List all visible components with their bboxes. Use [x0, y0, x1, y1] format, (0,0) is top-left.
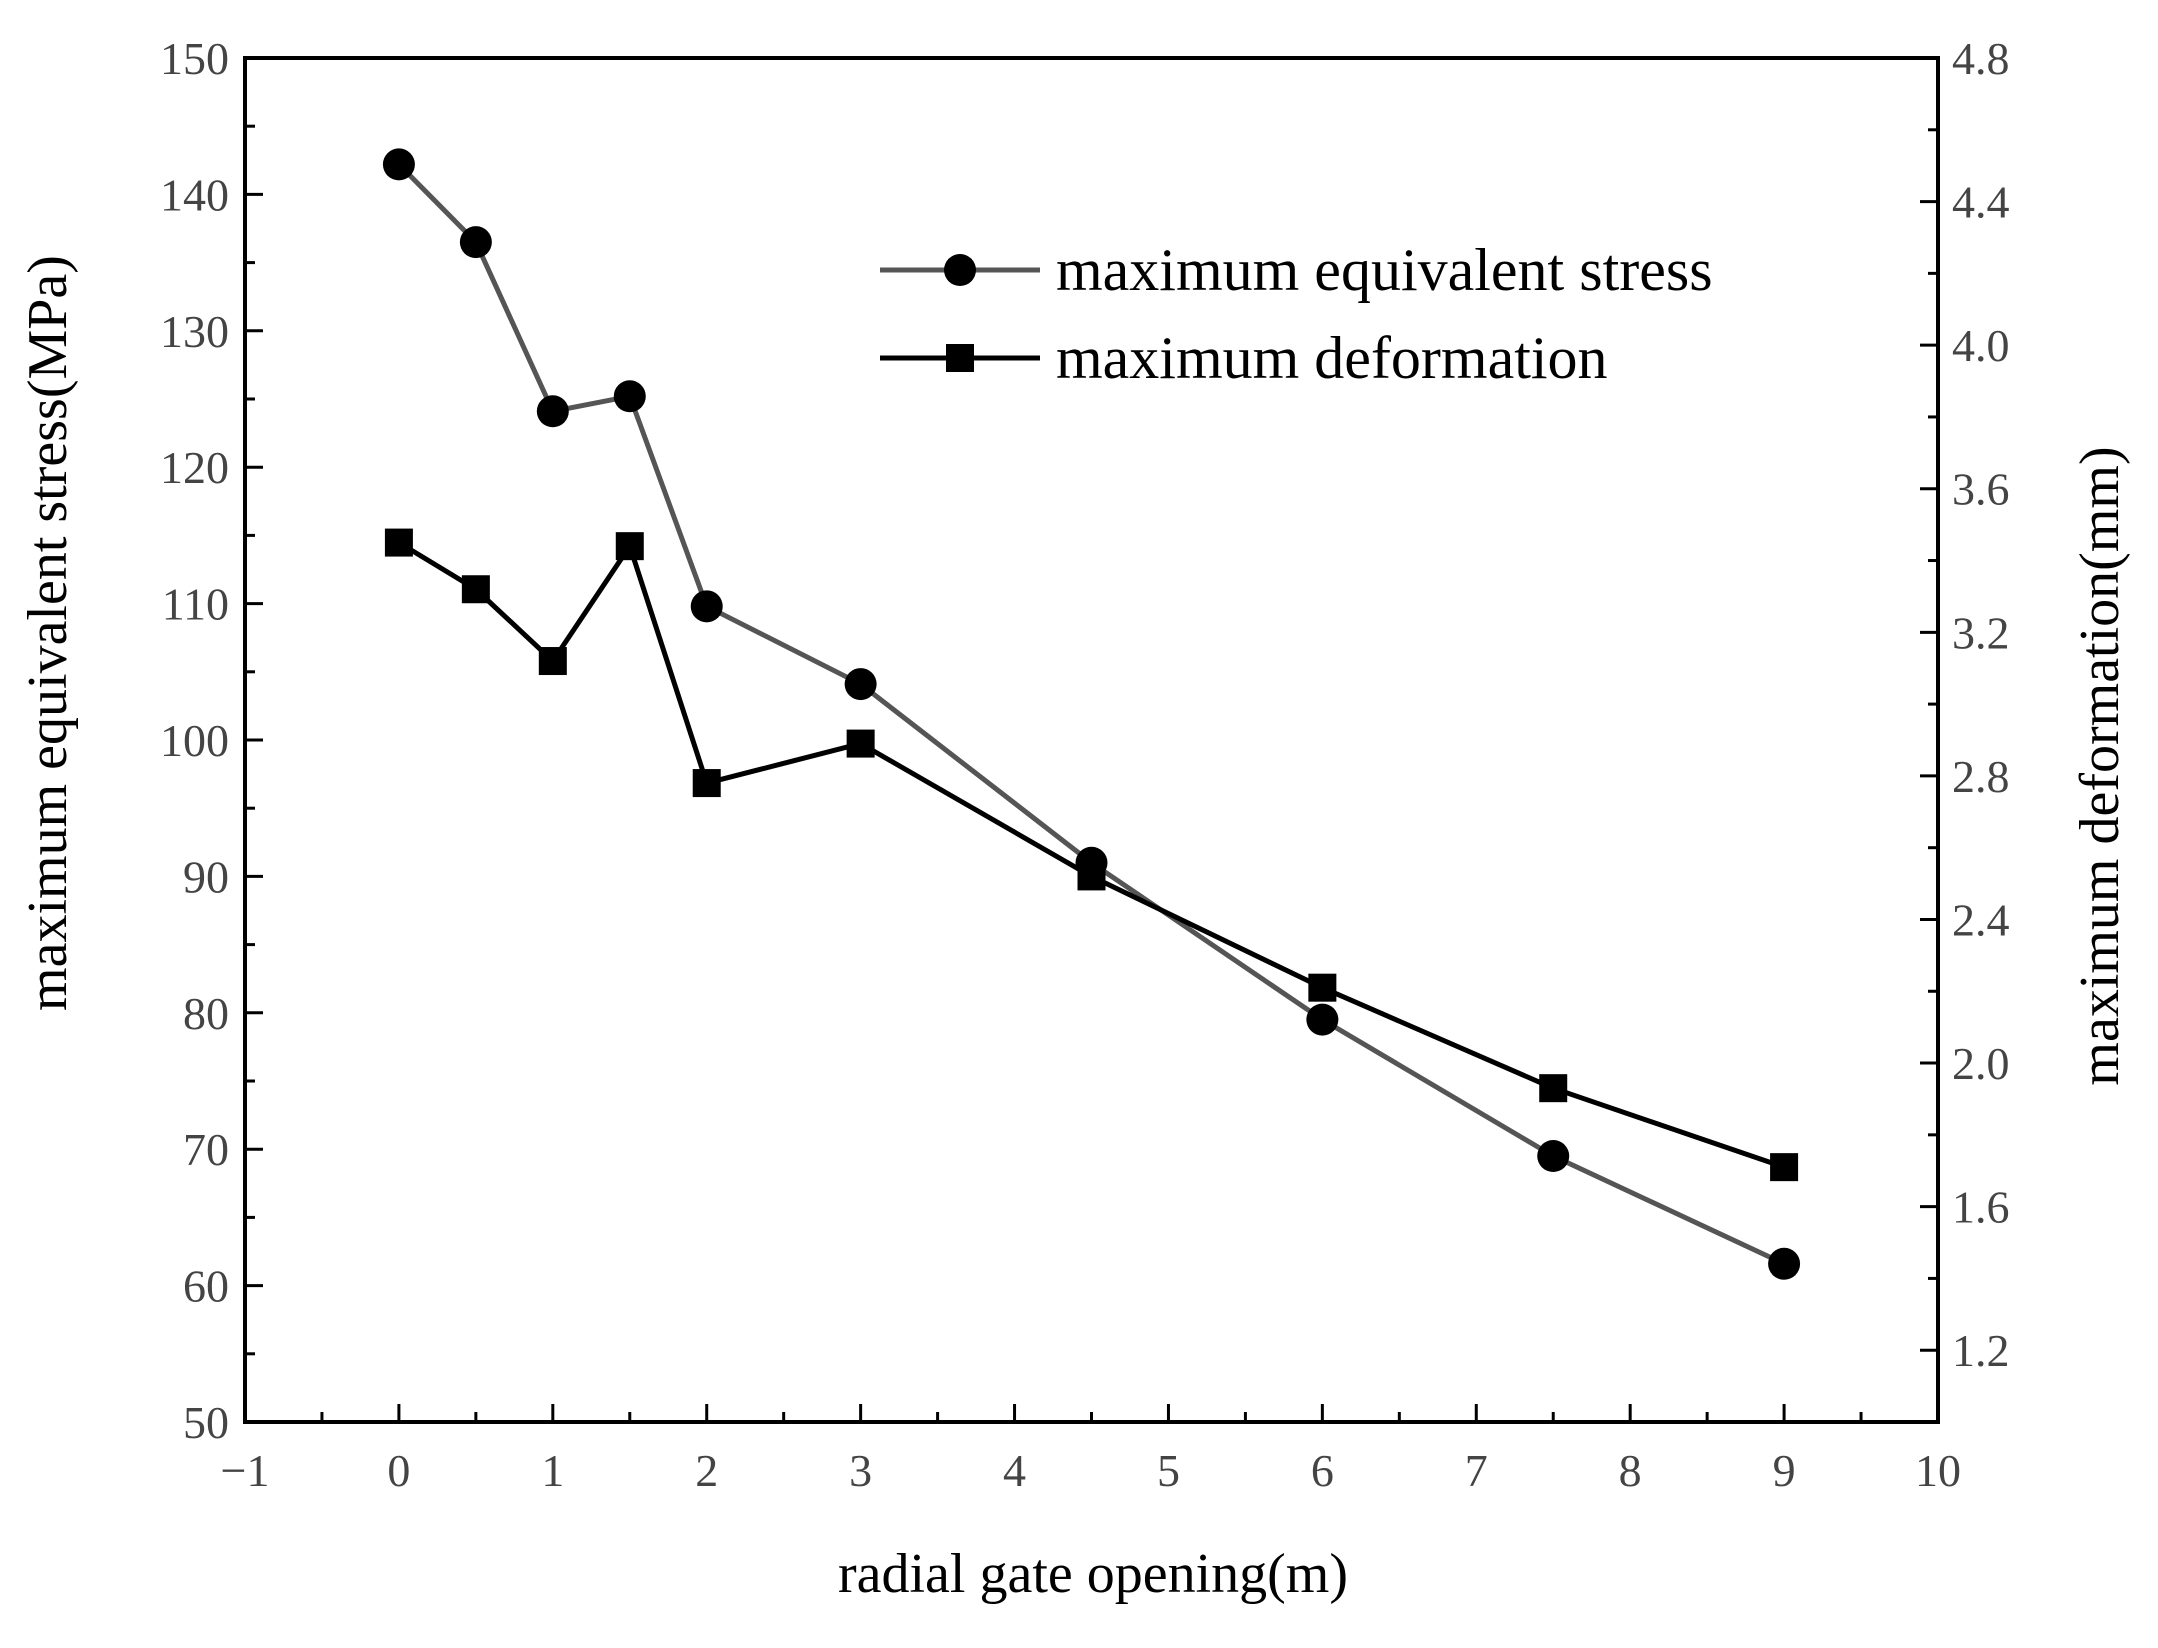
- data-point-square: [384, 528, 413, 557]
- x-tick-label: 0: [387, 1445, 410, 1496]
- y-left-tick-label: 90: [183, 851, 229, 902]
- x-tick-label: 8: [1619, 1445, 1642, 1496]
- y-axis-right-title: maximum deformation(mm): [2069, 446, 2131, 1085]
- y-right-tick-label: 1.2: [1952, 1325, 2010, 1376]
- x-tick-label: 3: [849, 1445, 872, 1496]
- legend-item: maximum equivalent stress: [880, 237, 1713, 303]
- data-point-square: [1077, 862, 1106, 891]
- data-point-circle: [1768, 1247, 1801, 1280]
- x-tick-label: 10: [1915, 1445, 1961, 1496]
- series-line: [397, 162, 1786, 1267]
- x-tick-label: −1: [221, 1445, 270, 1496]
- data-point-circle: [536, 395, 569, 428]
- x-tick-label: 6: [1311, 1445, 1334, 1496]
- data-point-square: [461, 575, 490, 604]
- legend: maximum equivalent stress maximum deforma…: [880, 237, 1713, 391]
- y-right-tick-label: 4.8: [1952, 33, 2010, 84]
- y-left-tick-label: 70: [183, 1124, 229, 1175]
- data-point-square: [538, 647, 567, 676]
- data-point-circle: [459, 226, 492, 259]
- x-tick-label: 5: [1157, 1445, 1180, 1496]
- y-left-tick-label: 120: [160, 442, 229, 493]
- y-right-tick-label: 3.6: [1952, 464, 2010, 515]
- y-left-tick-label: 130: [160, 306, 229, 357]
- y-right-tick-label: 1.6: [1952, 1182, 2010, 1233]
- data-point-circle: [613, 380, 646, 413]
- y-left-tick-label: 60: [183, 1261, 229, 1312]
- y-axis-left-title: maximum equivalent stress(MPa): [17, 255, 79, 1011]
- y-right-tick-label: 4.0: [1952, 320, 2010, 371]
- x-tick-label: 9: [1773, 1445, 1796, 1496]
- x-tick-label: 2: [695, 1445, 718, 1496]
- y-left-tick-label: 140: [160, 169, 229, 220]
- y-axis-left: 50 60 70 80 90 100 110 120 130 140 150: [160, 33, 263, 1448]
- legend-marker-circle: [944, 254, 976, 286]
- data-point-circle: [690, 590, 723, 623]
- y-right-tick-label: 2.4: [1952, 894, 2010, 945]
- y-left-tick-label: 110: [162, 579, 229, 630]
- data-point-square: [1308, 973, 1337, 1002]
- data-point-circle: [1306, 1003, 1339, 1036]
- y-left-tick-label: 150: [160, 33, 229, 84]
- y-right-tick-label: 2.8: [1952, 751, 2010, 802]
- y-left-tick-label: 80: [183, 988, 229, 1039]
- legend-label: maximum equivalent stress: [1056, 237, 1713, 303]
- legend-marker-square: [946, 344, 974, 372]
- data-point-square: [1539, 1074, 1568, 1103]
- series-layer: [382, 148, 1801, 1280]
- data-point-circle: [382, 148, 415, 181]
- x-tick-label: 7: [1465, 1445, 1488, 1496]
- y-right-tick-label: 3.2: [1952, 607, 2010, 658]
- data-point-square: [846, 729, 875, 758]
- data-point-square: [615, 532, 644, 561]
- y-left-tick-label: 100: [160, 715, 229, 766]
- y-right-tick-label: 4.4: [1952, 177, 2010, 228]
- x-axis: −1 0 1 2 3 4 5 6 7 8 9 10: [221, 1404, 1961, 1496]
- data-point-circle: [1537, 1140, 1570, 1173]
- legend-item: maximum deformation: [880, 325, 1608, 391]
- x-tick-label: 4: [1003, 1445, 1026, 1496]
- legend-label: maximum deformation: [1056, 325, 1608, 391]
- y-right-tick-label: 2.0: [1952, 1038, 2010, 1089]
- data-point-circle: [844, 668, 877, 701]
- x-axis-title: radial gate opening(m): [838, 1543, 1348, 1605]
- x-tick-label: 1: [541, 1445, 564, 1496]
- data-point-square: [1770, 1153, 1799, 1182]
- series-maximum-deformation: [384, 528, 1799, 1182]
- y-left-tick-label: 50: [183, 1397, 229, 1448]
- data-point-square: [692, 769, 721, 798]
- series-maximum-equivalent-stress: [382, 148, 1801, 1280]
- y-axis-right: 1.2 1.6 2.0 2.4 2.8 3.2 3.6 4.0 4.4 4.8: [1920, 33, 2010, 1424]
- series-line: [397, 540, 1785, 1170]
